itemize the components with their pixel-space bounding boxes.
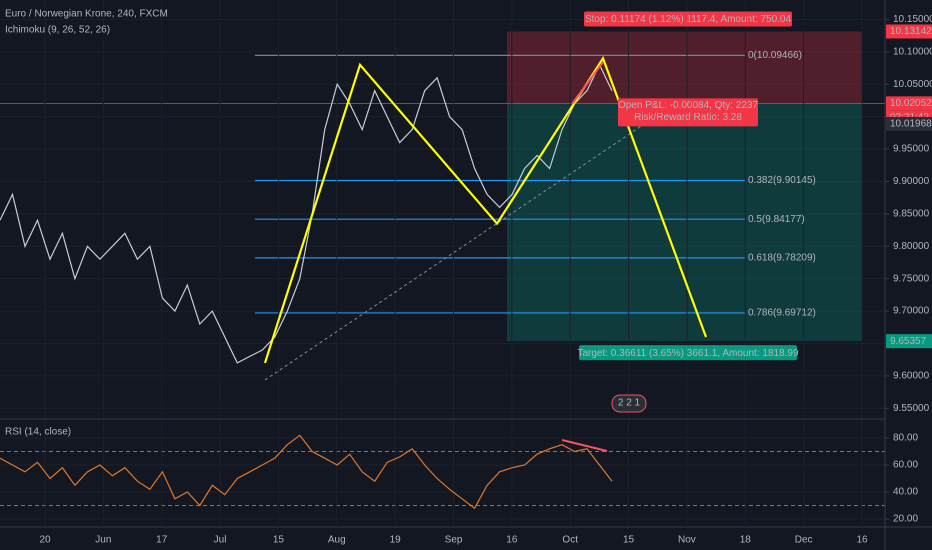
price-tag-label: 10.13142 — [890, 26, 932, 37]
y-tick-label: 9.90000 — [893, 176, 930, 187]
y-tick-label: 9.95000 — [893, 144, 930, 155]
target-zone — [507, 103, 862, 342]
divergence-line — [571, 61, 604, 105]
x-tick-label: 16 — [506, 535, 518, 546]
stop-label-box — [584, 11, 792, 27]
layer-top: 10.1500010.1000010.0500010.000009.950009… — [39, 11, 932, 546]
fib-label: 0(10.09466) — [748, 50, 802, 61]
x-tick-label: 19 — [390, 535, 402, 546]
y-tick-label: 9.70000 — [893, 306, 930, 317]
events-badge[interactable] — [611, 394, 647, 413]
price-tag-label: 10.02052 — [890, 98, 932, 109]
rr-label: Risk/Reward Ratio: 3.28 — [634, 112, 742, 123]
price-tag-label: 9.65357 — [890, 336, 927, 347]
pnl-label-box — [618, 98, 758, 127]
x-tick-label: 15 — [623, 535, 635, 546]
x-tick-label: Oct — [562, 535, 578, 546]
series-line — [0, 63, 613, 364]
stop-label: Stop: 0.11174 (1.12%) 1117.4, Amount: 75… — [585, 14, 792, 25]
divergence-line — [561, 439, 608, 452]
price-tag — [886, 96, 932, 111]
price-tag — [886, 334, 932, 349]
symbol-title: Euro / Norwegian Krone, 240, FXCM — [5, 9, 168, 20]
pnl-label: Open P&L: -0.00084, Qty: 2237 — [618, 100, 759, 111]
layer-main — [0, 55, 708, 510]
x-tick-label: Aug — [328, 535, 346, 546]
y-tick-label: 10.10000 — [893, 46, 932, 57]
y-tick-label: 9.85000 — [893, 209, 930, 220]
y-tick-label: 60.00 — [893, 460, 918, 471]
x-tick-label: 20 — [39, 535, 51, 546]
indicator-title: Ichimoku (9, 26, 52, 26) — [5, 25, 110, 36]
pattern-line — [263, 55, 708, 364]
series-line — [0, 434, 613, 510]
target-label-box — [579, 345, 797, 361]
x-tick-label: 17 — [156, 535, 168, 546]
y-tick-label: 20.00 — [893, 514, 918, 525]
x-tick-label: Nov — [678, 535, 696, 546]
stop-zone — [507, 31, 862, 104]
x-tick-label: Jul — [214, 535, 227, 546]
x-tick-label: 16 — [856, 535, 868, 546]
fib-label: 0.382(9.90145) — [748, 175, 816, 186]
y-tick-label: 9.55000 — [893, 403, 930, 414]
x-tick-label: Dec — [795, 535, 813, 546]
price-tag-label: 10.01968 — [890, 119, 932, 130]
y-tick-label: 10.15000 — [893, 14, 932, 25]
fib-label: 0.786(9.69712) — [748, 308, 816, 319]
trend-line — [264, 109, 666, 381]
x-tick-label: 18 — [740, 535, 752, 546]
y-tick-label: 9.80000 — [893, 241, 930, 252]
y-tick-label: 9.75000 — [893, 273, 930, 284]
events-badge-text[interactable]: 2 2 1 — [618, 398, 641, 409]
price-tag — [886, 116, 932, 131]
fib-label: 0.618(9.78209) — [748, 253, 816, 264]
price-tag — [886, 24, 932, 39]
x-tick-label: Jun — [95, 535, 111, 546]
y-tick-label: 10.05000 — [893, 79, 932, 90]
x-tick-label: Sep — [445, 535, 463, 546]
y-tick-label: 9.60000 — [893, 371, 930, 382]
fib-label: 0.5(9.84177) — [748, 214, 805, 225]
target-label: Target: 0.36611 (3.65%) 3661.1, Amount: … — [577, 348, 799, 359]
y-tick-label: 80.00 — [893, 433, 918, 444]
y-tick-label: 40.00 — [893, 487, 918, 498]
x-tick-label: 15 — [273, 535, 285, 546]
rsi-title: RSI (14, close) — [5, 427, 71, 438]
